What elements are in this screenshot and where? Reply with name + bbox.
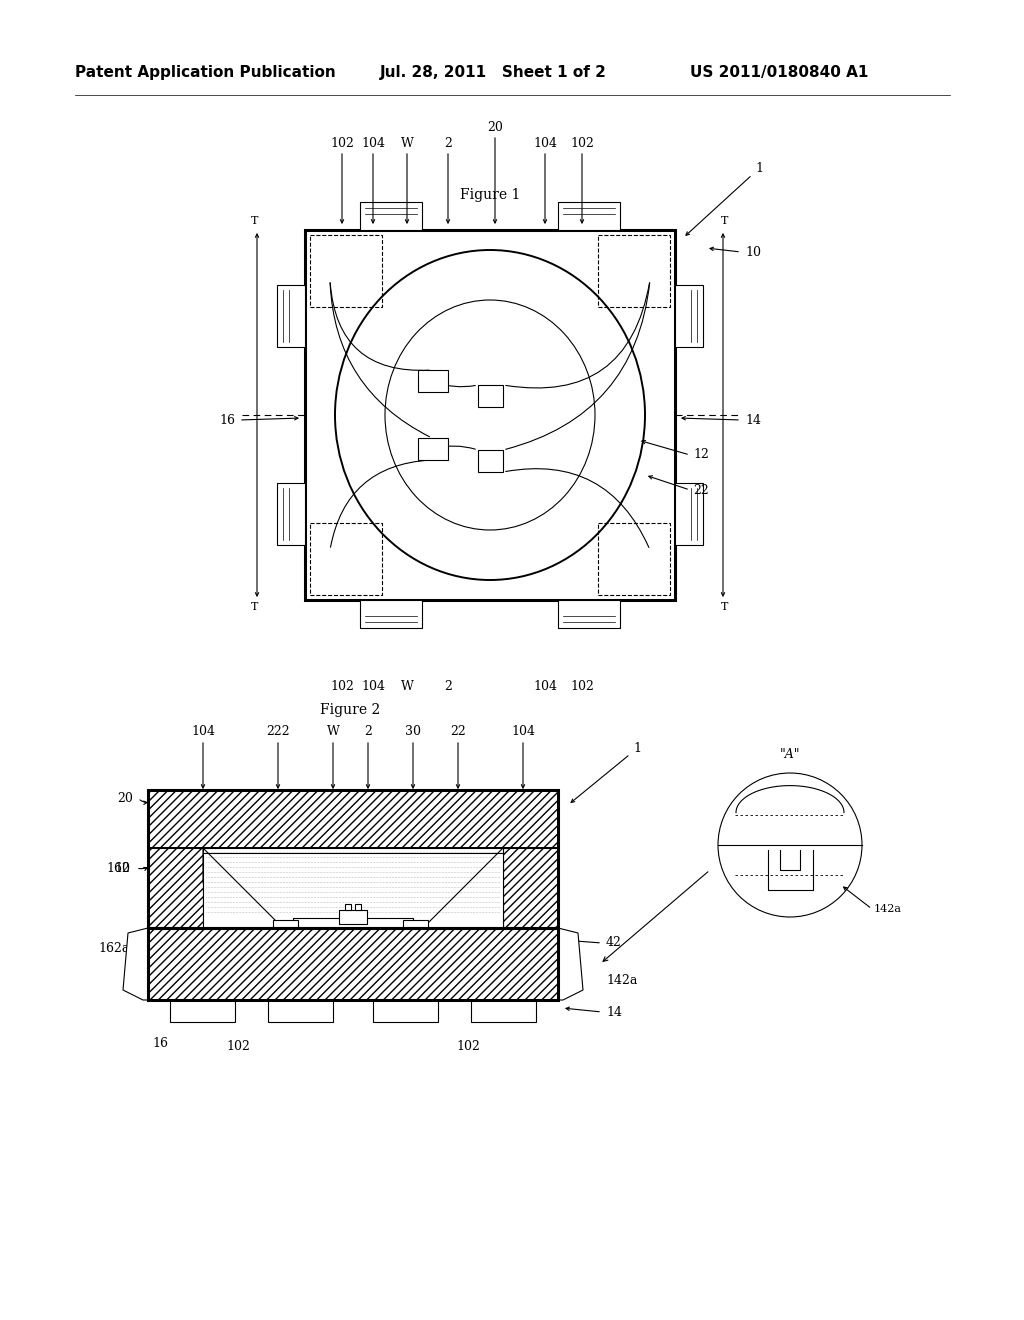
Text: 14: 14 bbox=[606, 1006, 622, 1019]
Text: 14: 14 bbox=[745, 413, 761, 426]
Polygon shape bbox=[123, 928, 148, 1001]
Text: T: T bbox=[251, 216, 259, 226]
Bar bbox=[148, 928, 558, 1001]
Text: 104: 104 bbox=[534, 137, 557, 150]
Bar bbox=[305, 230, 675, 601]
Text: 142a: 142a bbox=[606, 974, 637, 986]
Bar bbox=[148, 847, 203, 928]
Text: 16: 16 bbox=[152, 1038, 168, 1049]
Bar bbox=[148, 789, 558, 847]
Text: 102: 102 bbox=[330, 137, 354, 150]
Bar bbox=[339, 909, 367, 924]
Text: 102: 102 bbox=[330, 680, 354, 693]
Bar bbox=[148, 789, 558, 847]
Text: 104: 104 bbox=[361, 137, 385, 150]
Text: 2: 2 bbox=[365, 725, 372, 738]
Text: T: T bbox=[251, 602, 259, 612]
Bar bbox=[345, 904, 351, 909]
Bar bbox=[418, 438, 449, 459]
Bar bbox=[273, 920, 298, 928]
Bar bbox=[148, 847, 203, 928]
Bar bbox=[148, 928, 558, 1001]
Text: 1: 1 bbox=[571, 742, 641, 803]
Text: 22: 22 bbox=[451, 725, 466, 738]
Bar bbox=[293, 917, 413, 928]
Bar bbox=[310, 235, 382, 308]
Text: 104: 104 bbox=[191, 725, 215, 738]
Text: 104: 104 bbox=[511, 725, 535, 738]
Text: 22: 22 bbox=[693, 483, 709, 496]
Bar bbox=[170, 1001, 234, 1022]
Text: 20: 20 bbox=[117, 792, 133, 804]
Text: 16: 16 bbox=[219, 413, 234, 426]
Polygon shape bbox=[203, 847, 503, 928]
Bar bbox=[558, 601, 620, 628]
Bar bbox=[471, 1001, 536, 1022]
Text: T: T bbox=[721, 216, 729, 226]
Bar bbox=[278, 285, 305, 347]
Text: T: T bbox=[721, 602, 729, 612]
Bar bbox=[360, 202, 422, 230]
Bar bbox=[373, 1001, 438, 1022]
Bar bbox=[471, 1001, 536, 1022]
Bar bbox=[558, 202, 620, 230]
Bar bbox=[675, 483, 703, 545]
Text: W: W bbox=[327, 725, 339, 738]
Bar bbox=[355, 904, 361, 909]
Text: 162: 162 bbox=[106, 862, 130, 874]
Text: 12: 12 bbox=[693, 449, 709, 462]
Bar bbox=[503, 847, 558, 928]
Bar bbox=[403, 920, 428, 928]
Text: 2: 2 bbox=[444, 137, 452, 150]
Text: 2: 2 bbox=[444, 680, 452, 693]
Bar bbox=[170, 1001, 234, 1022]
Polygon shape bbox=[558, 928, 583, 1001]
Text: W: W bbox=[400, 680, 414, 693]
Text: US 2011/0180840 A1: US 2011/0180840 A1 bbox=[690, 65, 868, 79]
Text: 42: 42 bbox=[606, 936, 622, 949]
Bar bbox=[278, 483, 305, 545]
Bar bbox=[598, 523, 670, 595]
Text: Patent Application Publication: Patent Application Publication bbox=[75, 65, 336, 79]
Bar bbox=[478, 450, 503, 473]
Text: 30: 30 bbox=[406, 725, 421, 738]
Text: Figure 2: Figure 2 bbox=[319, 704, 380, 717]
Text: 162a: 162a bbox=[98, 941, 130, 954]
Bar bbox=[148, 789, 558, 928]
Text: "A": "A" bbox=[779, 748, 800, 762]
Text: 102: 102 bbox=[226, 1040, 250, 1053]
Text: 20: 20 bbox=[487, 121, 503, 135]
Text: 1: 1 bbox=[686, 162, 763, 235]
Text: 104: 104 bbox=[534, 680, 557, 693]
Text: 102: 102 bbox=[456, 1040, 480, 1053]
Text: 10: 10 bbox=[114, 862, 130, 874]
Bar bbox=[310, 523, 382, 595]
Bar bbox=[268, 1001, 333, 1022]
Bar bbox=[598, 235, 670, 308]
Bar bbox=[268, 1001, 333, 1022]
Bar bbox=[478, 385, 503, 407]
Text: 142a: 142a bbox=[874, 904, 902, 913]
Bar bbox=[418, 370, 449, 392]
Text: 104: 104 bbox=[361, 680, 385, 693]
Ellipse shape bbox=[718, 774, 862, 917]
Bar bbox=[373, 1001, 438, 1022]
Polygon shape bbox=[203, 847, 503, 917]
Bar bbox=[148, 928, 558, 1001]
Bar bbox=[675, 285, 703, 347]
Text: W: W bbox=[400, 137, 414, 150]
Text: 102: 102 bbox=[570, 137, 594, 150]
Text: Jul. 28, 2011   Sheet 1 of 2: Jul. 28, 2011 Sheet 1 of 2 bbox=[380, 65, 607, 79]
Text: 222: 222 bbox=[266, 725, 290, 738]
Text: 102: 102 bbox=[570, 680, 594, 693]
Bar bbox=[503, 847, 558, 928]
Text: Figure 1: Figure 1 bbox=[460, 187, 520, 202]
Text: 10: 10 bbox=[745, 246, 761, 259]
Bar bbox=[360, 601, 422, 628]
Bar bbox=[148, 789, 558, 847]
